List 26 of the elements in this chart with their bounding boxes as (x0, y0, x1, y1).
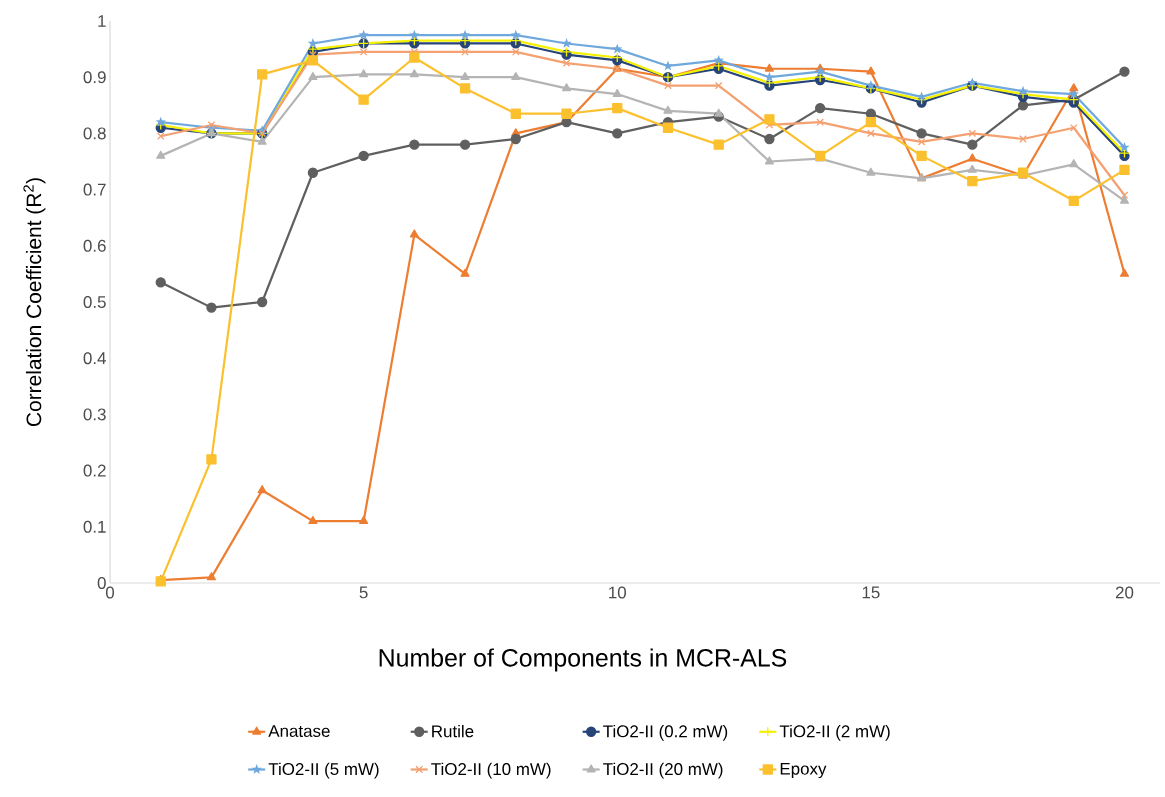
x-tick-label: 15 (862, 586, 880, 599)
x-axis-title: Number of Components in MCR-ALS (379, 648, 787, 672)
legend-label: TiO2-II (0.2 mW) (603, 724, 728, 741)
legend-label: Rutile (432, 724, 474, 738)
y-tick-label: 1 (98, 15, 106, 27)
y-tick-label: 0.3 (83, 408, 106, 421)
y-tick-label: 0.7 (83, 183, 106, 196)
legend-label: TiO2-II (20 mW) (603, 762, 723, 779)
legend-label: Anatase (268, 725, 330, 738)
y-tick-label: 0.4 (83, 352, 106, 365)
y-axis-title: Correlation Coefficient (R$^{2}$) (23, 178, 46, 426)
y-tick-label: 0.9 (83, 71, 106, 84)
y-tick-label: 0 (97, 577, 106, 589)
y-tick-label: 0.6 (83, 239, 106, 252)
y-tick-label: 0.2 (83, 464, 106, 477)
x-tick-label: 10 (609, 586, 627, 599)
legend-label: TiO2-II (2 mW) (779, 724, 890, 741)
x-tick-label: 5 (359, 586, 368, 599)
legend-label: TiO2-II (10 mW) (431, 762, 551, 779)
x-tick-label: 0 (105, 586, 115, 599)
y-tick-label: 0.8 (83, 127, 106, 140)
x-tick-label: 20 (1115, 586, 1134, 599)
y-tick-label: 0.5 (83, 296, 106, 308)
legend-label: Epoxy (780, 762, 827, 779)
y-tick-label: 0.1 (83, 520, 106, 533)
legend-label: TiO2-II (5 mW) (268, 762, 379, 779)
